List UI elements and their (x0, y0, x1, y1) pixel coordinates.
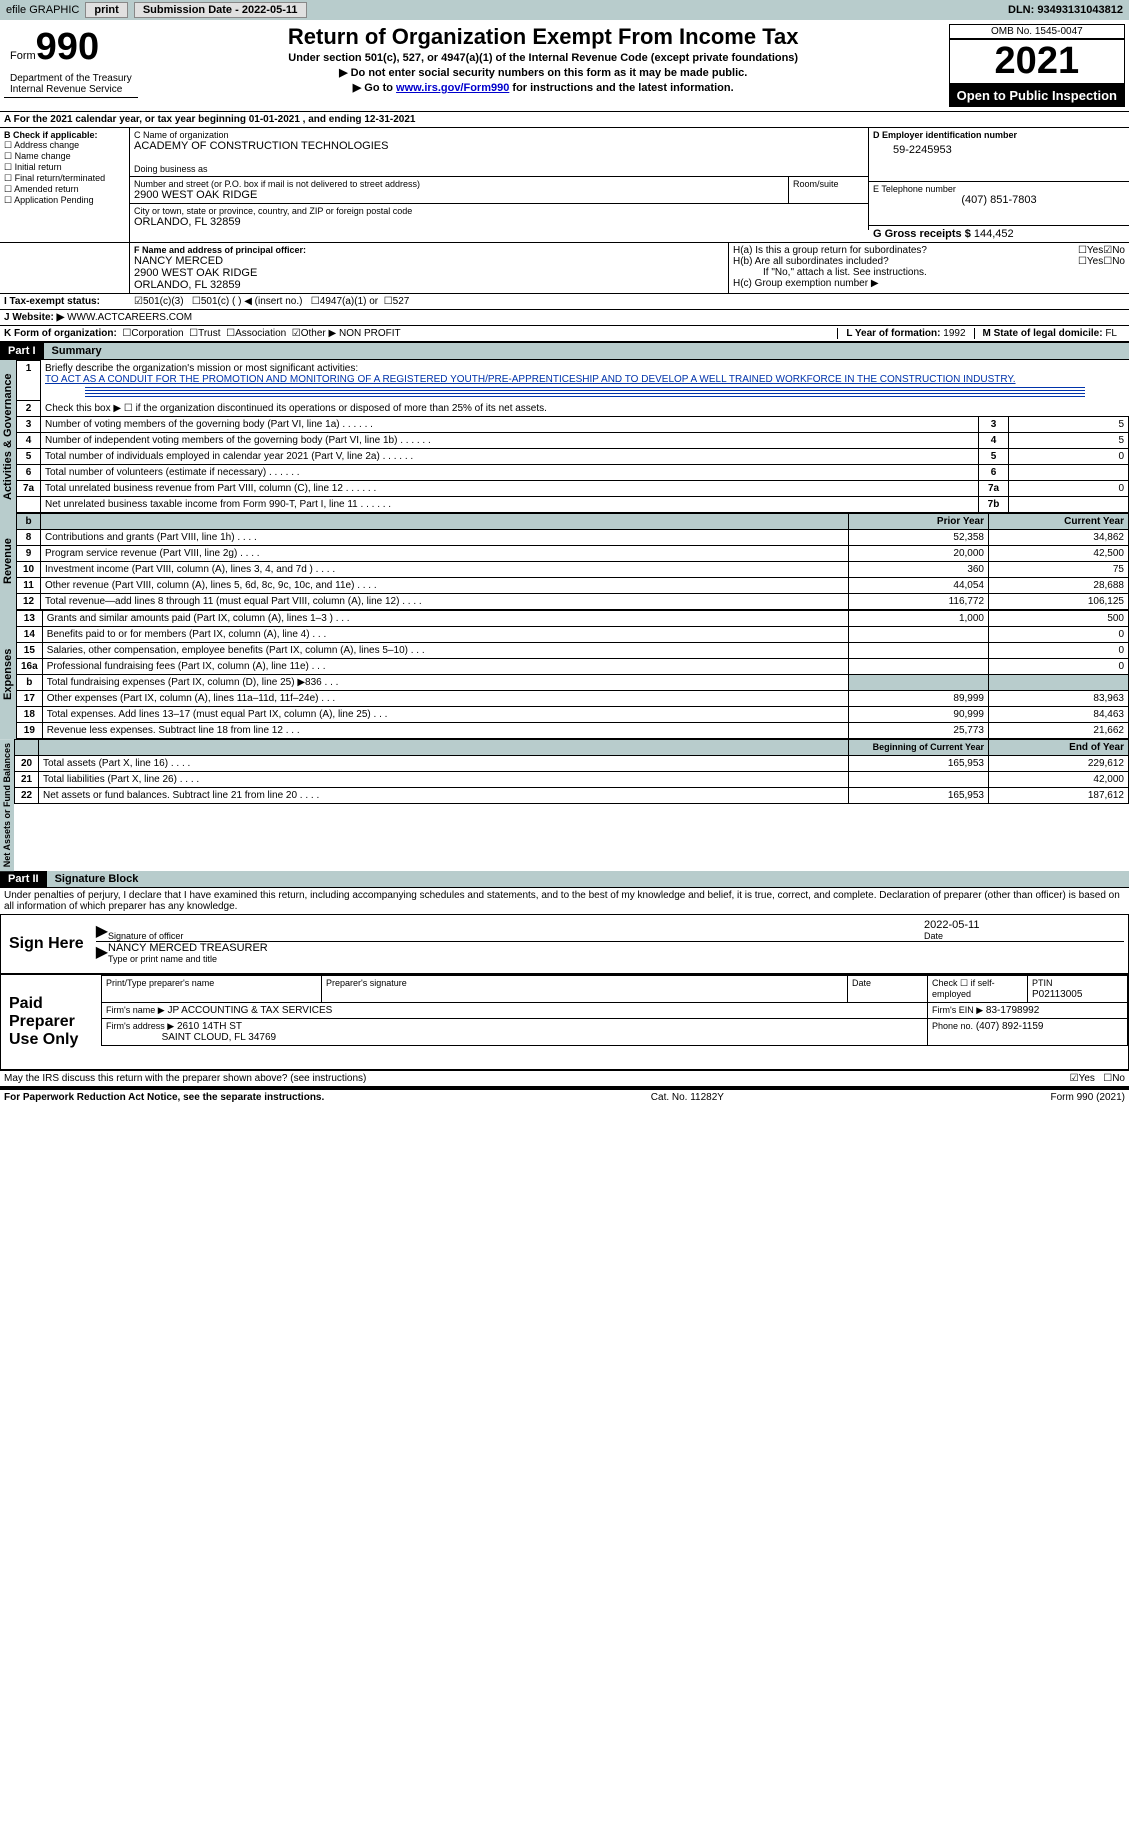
rev-row: 10Investment income (Part VIII, column (… (17, 562, 1129, 578)
exp-row: 16aProfessional fundraising fees (Part I… (17, 659, 1129, 675)
side-revenue: Revenue (0, 513, 16, 610)
mission-text: TO ACT AS A CONDUIT FOR THE PROMOTION AN… (45, 374, 1016, 385)
rev-row: 12Total revenue—add lines 8 through 11 (… (17, 594, 1129, 610)
check-initial[interactable]: ☐ Initial return (4, 162, 125, 173)
topbar: efile GRAPHIC print Submission Date - 20… (0, 0, 1129, 20)
note2: ▶ Go to www.irs.gov/Form990 for instruct… (148, 81, 939, 94)
revenue-table: bPrior YearCurrent Year 8Contributions a… (16, 513, 1129, 610)
net-row: 22Net assets or fund balances. Subtract … (15, 788, 1129, 804)
check-name[interactable]: ☐ Name change (4, 151, 125, 162)
identity-block: B Check if applicable: ☐ Address change … (0, 127, 1129, 242)
part1-header: Part I Summary (0, 343, 1129, 360)
discuss-row: May the IRS discuss this return with the… (0, 1070, 1129, 1088)
tax-period: A For the 2021 calendar year, or tax yea… (0, 111, 1129, 127)
form-number-block: Form990 Department of the Treasury Inter… (4, 24, 138, 98)
part1-body: Activities & Governance 1 Briefly descri… (0, 360, 1129, 513)
part1-netassets: Net Assets or Fund Balances Beginning of… (0, 739, 1129, 871)
exp-row: 14Benefits paid to or for members (Part … (17, 627, 1129, 643)
form-title: Return of Organization Exempt From Incom… (148, 24, 939, 50)
declaration: Under penalties of perjury, I declare th… (0, 888, 1129, 914)
form-label: Form (10, 50, 36, 62)
check-pending[interactable]: ☐ Application Pending (4, 195, 125, 206)
submission-date: Submission Date - 2022-05-11 (134, 2, 307, 18)
section-klm: K Form of organization: ☐ Corporation ☐ … (0, 325, 1129, 343)
form-number: 990 (36, 26, 99, 68)
rev-row: 11Other revenue (Part VIII, column (A), … (17, 578, 1129, 594)
sign-here-label: Sign Here (1, 915, 92, 973)
side-expenses: Expenses (0, 610, 16, 739)
gov-row: Net unrelated business taxable income fr… (17, 497, 1129, 513)
website: WWW.ACTCAREERS.COM (67, 312, 192, 323)
section-j: J Website: ▶ WWW.ACTCAREERS.COM (0, 309, 1129, 325)
part2-header: Part II Signature Block (0, 871, 1129, 888)
check-address[interactable]: ☐ Address change (4, 140, 125, 151)
title-block: Return of Organization Exempt From Incom… (148, 24, 939, 96)
open-inspection: Open to Public Inspection (949, 84, 1125, 107)
governance-table: 1 Briefly describe the organization's mi… (16, 360, 1129, 513)
exp-row: 13Grants and similar amounts paid (Part … (17, 611, 1129, 627)
section-c: C Name of organization ACADEMY OF CONSTR… (130, 128, 869, 242)
gov-row: 3Number of voting members of the governi… (17, 417, 1129, 433)
netassets-table: Beginning of Current YearEnd of Year 20T… (14, 739, 1129, 804)
exp-row: 15Salaries, other compensation, employee… (17, 643, 1129, 659)
expense-table: 13Grants and similar amounts paid (Part … (16, 610, 1129, 739)
section-i: I Tax-exempt status: ☑ 501(c)(3) ☐ 501(c… (0, 293, 1129, 309)
efile-label: efile GRAPHIC (6, 4, 79, 16)
gross-receipts: 144,452 (974, 228, 1014, 240)
officer-city: ORLANDO, FL 32859 (134, 279, 724, 291)
exp-row: bTotal fundraising expenses (Part IX, co… (17, 675, 1129, 691)
section-deg: D Employer identification number 59-2245… (869, 128, 1129, 242)
side-activities: Activities & Governance (0, 360, 16, 513)
irs-link[interactable]: www.irs.gov/Form990 (396, 82, 509, 94)
year-block: OMB No. 1545-0047 2021 Open to Public In… (949, 24, 1125, 107)
officer-block: F Name and address of principal officer:… (0, 242, 1129, 293)
preparer-table: Print/Type preparer's name Preparer's si… (101, 975, 1128, 1046)
exp-row: 17Other expenses (Part IX, column (A), l… (17, 691, 1129, 707)
part1-expenses: Expenses 13Grants and similar amounts pa… (0, 610, 1129, 739)
officer-name: NANCY MERCED (134, 255, 724, 267)
part1-revenue: Revenue bPrior YearCurrent Year 8Contrib… (0, 513, 1129, 610)
gov-row: 6Total number of volunteers (estimate if… (17, 465, 1129, 481)
sign-here-block: Sign Here ▶ Signature of officer 2022-05… (0, 914, 1129, 974)
exp-row: 19Revenue less expenses. Subtract line 1… (17, 723, 1129, 739)
org-name: ACADEMY OF CONSTRUCTION TECHNOLOGIES (134, 140, 864, 152)
dln: DLN: 93493131043812 (1008, 4, 1123, 16)
check-amended[interactable]: ☐ Amended return (4, 184, 125, 195)
print-button[interactable]: print (85, 2, 127, 18)
paid-preparer-block: Paid Preparer Use Only Print/Type prepar… (0, 974, 1129, 1070)
net-row: 21Total liabilities (Part X, line 26) . … (15, 772, 1129, 788)
form-header: Form990 Department of the Treasury Inter… (0, 20, 1129, 111)
rev-row: 8Contributions and grants (Part VIII, li… (17, 530, 1129, 546)
section-h: H(a) Is this a group return for subordin… (729, 243, 1129, 293)
note1: ▶ Do not enter social security numbers o… (148, 66, 939, 79)
gov-row: 4Number of independent voting members of… (17, 433, 1129, 449)
side-netassets: Net Assets or Fund Balances (0, 739, 14, 871)
subtitle: Under section 501(c), 527, or 4947(a)(1)… (148, 52, 939, 64)
ein: 59-2245953 (873, 140, 1125, 156)
exp-row: 18Total expenses. Add lines 13–17 (must … (17, 707, 1129, 723)
section-b: B Check if applicable: ☐ Address change … (0, 128, 130, 242)
officer-addr: 2900 WEST OAK RIDGE (134, 267, 724, 279)
department: Department of the Treasury Internal Reve… (10, 73, 132, 95)
org-address: 2900 WEST OAK RIDGE (134, 189, 784, 201)
tax-year: 2021 (949, 39, 1125, 84)
check-final[interactable]: ☐ Final return/terminated (4, 173, 125, 184)
gov-row: 7aTotal unrelated business revenue from … (17, 481, 1129, 497)
paid-preparer-label: Paid Preparer Use Only (1, 975, 101, 1069)
page-footer: For Paperwork Reduction Act Notice, see … (0, 1088, 1129, 1105)
rev-row: 9Program service revenue (Part VIII, lin… (17, 546, 1129, 562)
officer-signed: NANCY MERCED TREASURER (108, 942, 1124, 954)
omb-number: OMB No. 1545-0047 (949, 24, 1125, 39)
net-row: 20Total assets (Part X, line 16) . . . .… (15, 756, 1129, 772)
org-city: ORLANDO, FL 32859 (134, 216, 864, 228)
gov-row: 5Total number of individuals employed in… (17, 449, 1129, 465)
phone: (407) 851-7803 (873, 194, 1125, 206)
